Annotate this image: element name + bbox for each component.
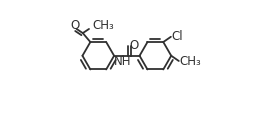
Text: Cl: Cl xyxy=(172,30,183,43)
Text: O: O xyxy=(71,19,80,32)
Text: CH₃: CH₃ xyxy=(92,19,114,32)
Text: NH: NH xyxy=(114,55,131,68)
Text: CH₃: CH₃ xyxy=(180,55,201,68)
Text: O: O xyxy=(129,39,138,52)
